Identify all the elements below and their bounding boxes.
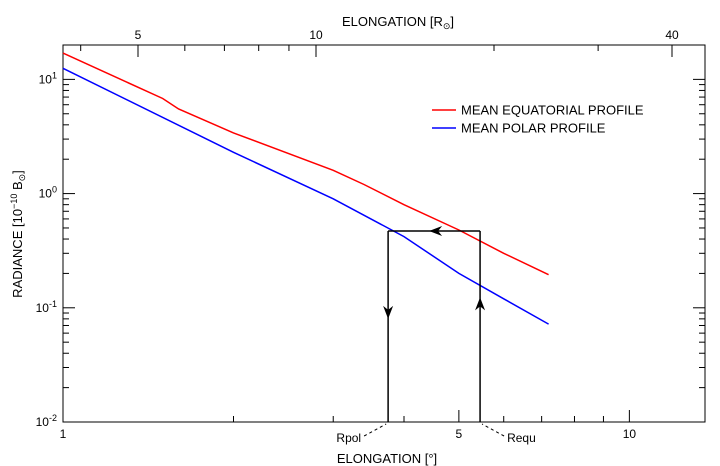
x-axis-label: ELONGATION [°] bbox=[337, 451, 437, 466]
x2-tick-label: 10 bbox=[309, 28, 323, 42]
y-tick-label: 101 bbox=[39, 70, 57, 86]
y-tick-label: 10-1 bbox=[36, 299, 57, 315]
x2-tick-label: 40 bbox=[665, 28, 679, 42]
x-tick-label: 10 bbox=[623, 427, 637, 441]
data-series bbox=[62, 52, 549, 325]
legend-label-equatorial: MEAN EQUATORIAL PROFILE bbox=[461, 103, 644, 118]
axis-ticks bbox=[62, 44, 705, 423]
x-tick-label: 5 bbox=[456, 427, 463, 441]
arrowhead-left bbox=[429, 226, 443, 237]
y-axis-label: RADIANCE [10−10 B⊙] bbox=[9, 170, 27, 298]
plot-frame bbox=[62, 44, 706, 423]
x2-axis-label: ELONGATION [R⊙] bbox=[342, 14, 454, 31]
x-tick-label: 1 bbox=[60, 427, 67, 441]
x2-tick-label: 5 bbox=[135, 28, 142, 42]
legend: MEAN EQUATORIAL PROFILE MEAN POLAR PROFI… bbox=[432, 103, 644, 136]
rpol-leader bbox=[363, 423, 387, 437]
arrow-annotations: Rpol Requ bbox=[336, 226, 536, 445]
y-tick-label: 100 bbox=[39, 185, 57, 201]
series-line-equatorial bbox=[62, 52, 549, 276]
arrowhead-down bbox=[383, 305, 394, 319]
series-line-polar bbox=[62, 67, 549, 325]
rpol-label: Rpol bbox=[336, 431, 361, 445]
requ-label: Requ bbox=[507, 431, 536, 445]
legend-label-polar: MEAN POLAR PROFILE bbox=[461, 121, 606, 136]
y-tick-label: 10-2 bbox=[36, 413, 57, 429]
requ-leader bbox=[481, 423, 505, 437]
arrowhead-up bbox=[475, 297, 486, 311]
